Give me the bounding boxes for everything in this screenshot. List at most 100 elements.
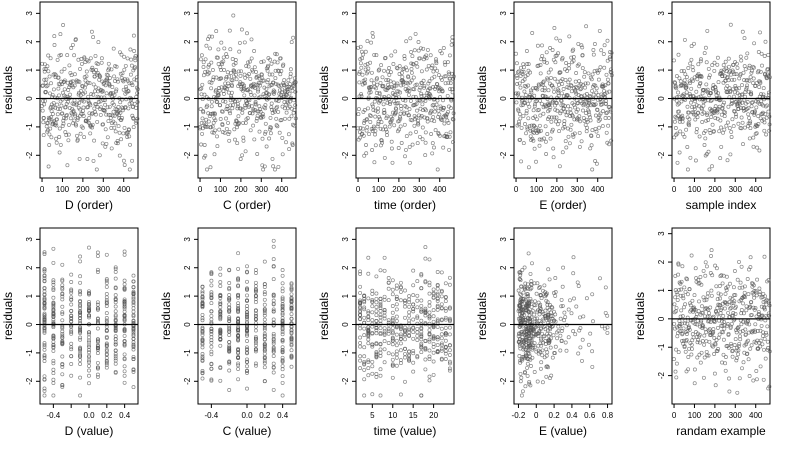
data-point	[241, 120, 246, 125]
data-point	[605, 110, 610, 115]
data-point	[207, 70, 212, 75]
data-point	[60, 97, 65, 102]
data-point	[209, 344, 214, 349]
data-point	[537, 137, 542, 142]
data-point	[745, 351, 750, 356]
data-point	[705, 353, 710, 358]
data-point	[68, 83, 73, 88]
data-point	[216, 62, 221, 66]
data-point	[569, 55, 574, 60]
data-point	[609, 50, 614, 55]
data-point	[718, 296, 722, 301]
data-point	[411, 75, 416, 80]
data-point	[558, 348, 563, 353]
data-point	[736, 324, 741, 329]
data-point	[580, 337, 585, 342]
data-point	[389, 146, 394, 151]
data-point	[362, 362, 367, 367]
data-point	[403, 346, 407, 351]
data-point	[370, 31, 375, 35]
data-point	[234, 72, 238, 77]
data-point	[578, 81, 583, 86]
data-point	[429, 118, 434, 123]
data-point	[447, 306, 452, 311]
data-point	[705, 294, 710, 299]
data-point	[728, 22, 733, 27]
data-point	[223, 99, 228, 104]
data-point	[710, 164, 714, 169]
data-point	[541, 94, 546, 98]
data-point	[239, 69, 244, 74]
data-point	[358, 308, 363, 313]
data-point	[87, 292, 91, 297]
data-point	[516, 108, 521, 113]
data-point	[271, 264, 276, 269]
data-point	[694, 130, 699, 135]
data-point	[415, 326, 420, 331]
y-axis-label: residuals	[633, 292, 647, 340]
data-point	[42, 250, 47, 255]
data-point	[762, 336, 767, 341]
data-point	[358, 354, 363, 359]
data-point	[212, 116, 217, 121]
data-point	[238, 73, 243, 78]
data-point	[706, 118, 711, 122]
data-point	[525, 282, 530, 287]
data-point	[42, 342, 47, 347]
data-point	[251, 123, 256, 128]
data-point	[227, 346, 232, 350]
data-point	[81, 99, 86, 104]
data-point	[717, 104, 722, 109]
data-point	[744, 55, 749, 60]
data-point	[392, 84, 397, 89]
data-point	[113, 121, 118, 126]
data-point	[364, 128, 369, 133]
data-point	[377, 91, 382, 96]
data-point	[87, 313, 91, 318]
data-point	[130, 83, 135, 88]
data-point	[712, 320, 717, 324]
data-point	[55, 112, 60, 117]
y-tick-label: 0	[341, 96, 350, 101]
data-point	[759, 99, 764, 104]
x-axis-label: C (order)	[223, 198, 271, 212]
data-point	[96, 62, 100, 67]
data-point	[233, 99, 238, 104]
data-point	[417, 98, 422, 103]
data-point	[704, 60, 709, 65]
data-point	[674, 98, 679, 103]
data-point	[684, 75, 689, 80]
data-point	[691, 68, 696, 73]
data-point	[728, 152, 733, 157]
data-point	[520, 268, 525, 272]
data-point	[60, 311, 65, 316]
data-point	[601, 109, 605, 114]
data-point	[716, 80, 721, 85]
data-point	[407, 326, 412, 331]
data-point	[398, 285, 403, 290]
data-point	[236, 266, 241, 271]
data-point	[758, 338, 763, 343]
data-point	[262, 356, 267, 361]
data-point	[411, 307, 416, 311]
data-point	[221, 99, 226, 104]
data-point	[448, 81, 453, 86]
data-point	[547, 318, 552, 323]
data-point	[743, 94, 748, 99]
data-point	[380, 75, 385, 80]
data-point	[431, 334, 436, 339]
data-point	[262, 290, 267, 295]
data-point	[422, 84, 427, 89]
data-point	[379, 138, 384, 143]
data-point	[87, 116, 92, 120]
data-point	[529, 304, 534, 309]
data-point	[424, 67, 429, 72]
data-point	[687, 123, 692, 128]
data-point	[241, 135, 246, 140]
data-point	[78, 354, 83, 359]
data-point	[707, 327, 712, 332]
data-point	[104, 311, 109, 316]
data-point	[115, 77, 120, 82]
data-point	[256, 87, 261, 92]
data-point	[556, 88, 561, 93]
